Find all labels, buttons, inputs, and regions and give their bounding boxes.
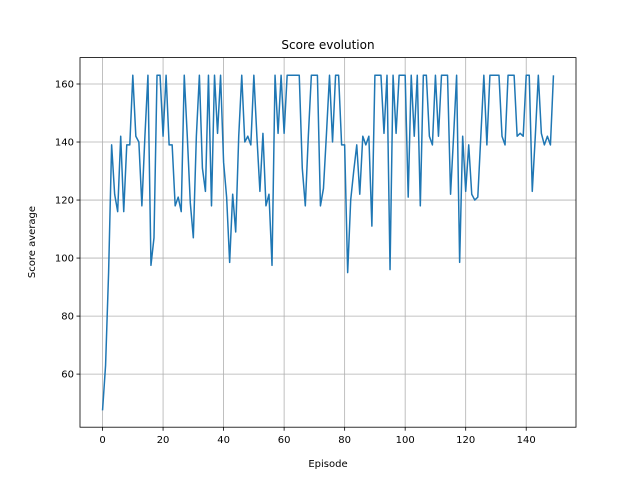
x-tick-label: 40: [217, 435, 230, 446]
x-tick-label: 80: [338, 435, 351, 446]
chart-title: Score evolution: [281, 38, 374, 52]
x-tick-label: 60: [278, 435, 291, 446]
y-tick-label: 60: [61, 370, 74, 381]
x-tick-label: 120: [456, 435, 475, 446]
y-tick-label: 140: [55, 138, 74, 149]
y-tick-label: 80: [61, 312, 74, 323]
x-tick-label: 100: [396, 435, 415, 446]
x-tick-label: 0: [99, 435, 105, 446]
y-tick-label: 100: [55, 254, 74, 265]
y-tick-label: 160: [55, 80, 74, 91]
x-axis-label: Episode: [308, 459, 347, 470]
axes-frame: [79, 57, 577, 428]
x-tick-label: 140: [517, 435, 536, 446]
y-axis-label: Score average: [27, 206, 38, 278]
data-line: [101, 74, 555, 411]
x-tick-label: 20: [157, 435, 170, 446]
y-tick-label: 120: [55, 196, 74, 207]
